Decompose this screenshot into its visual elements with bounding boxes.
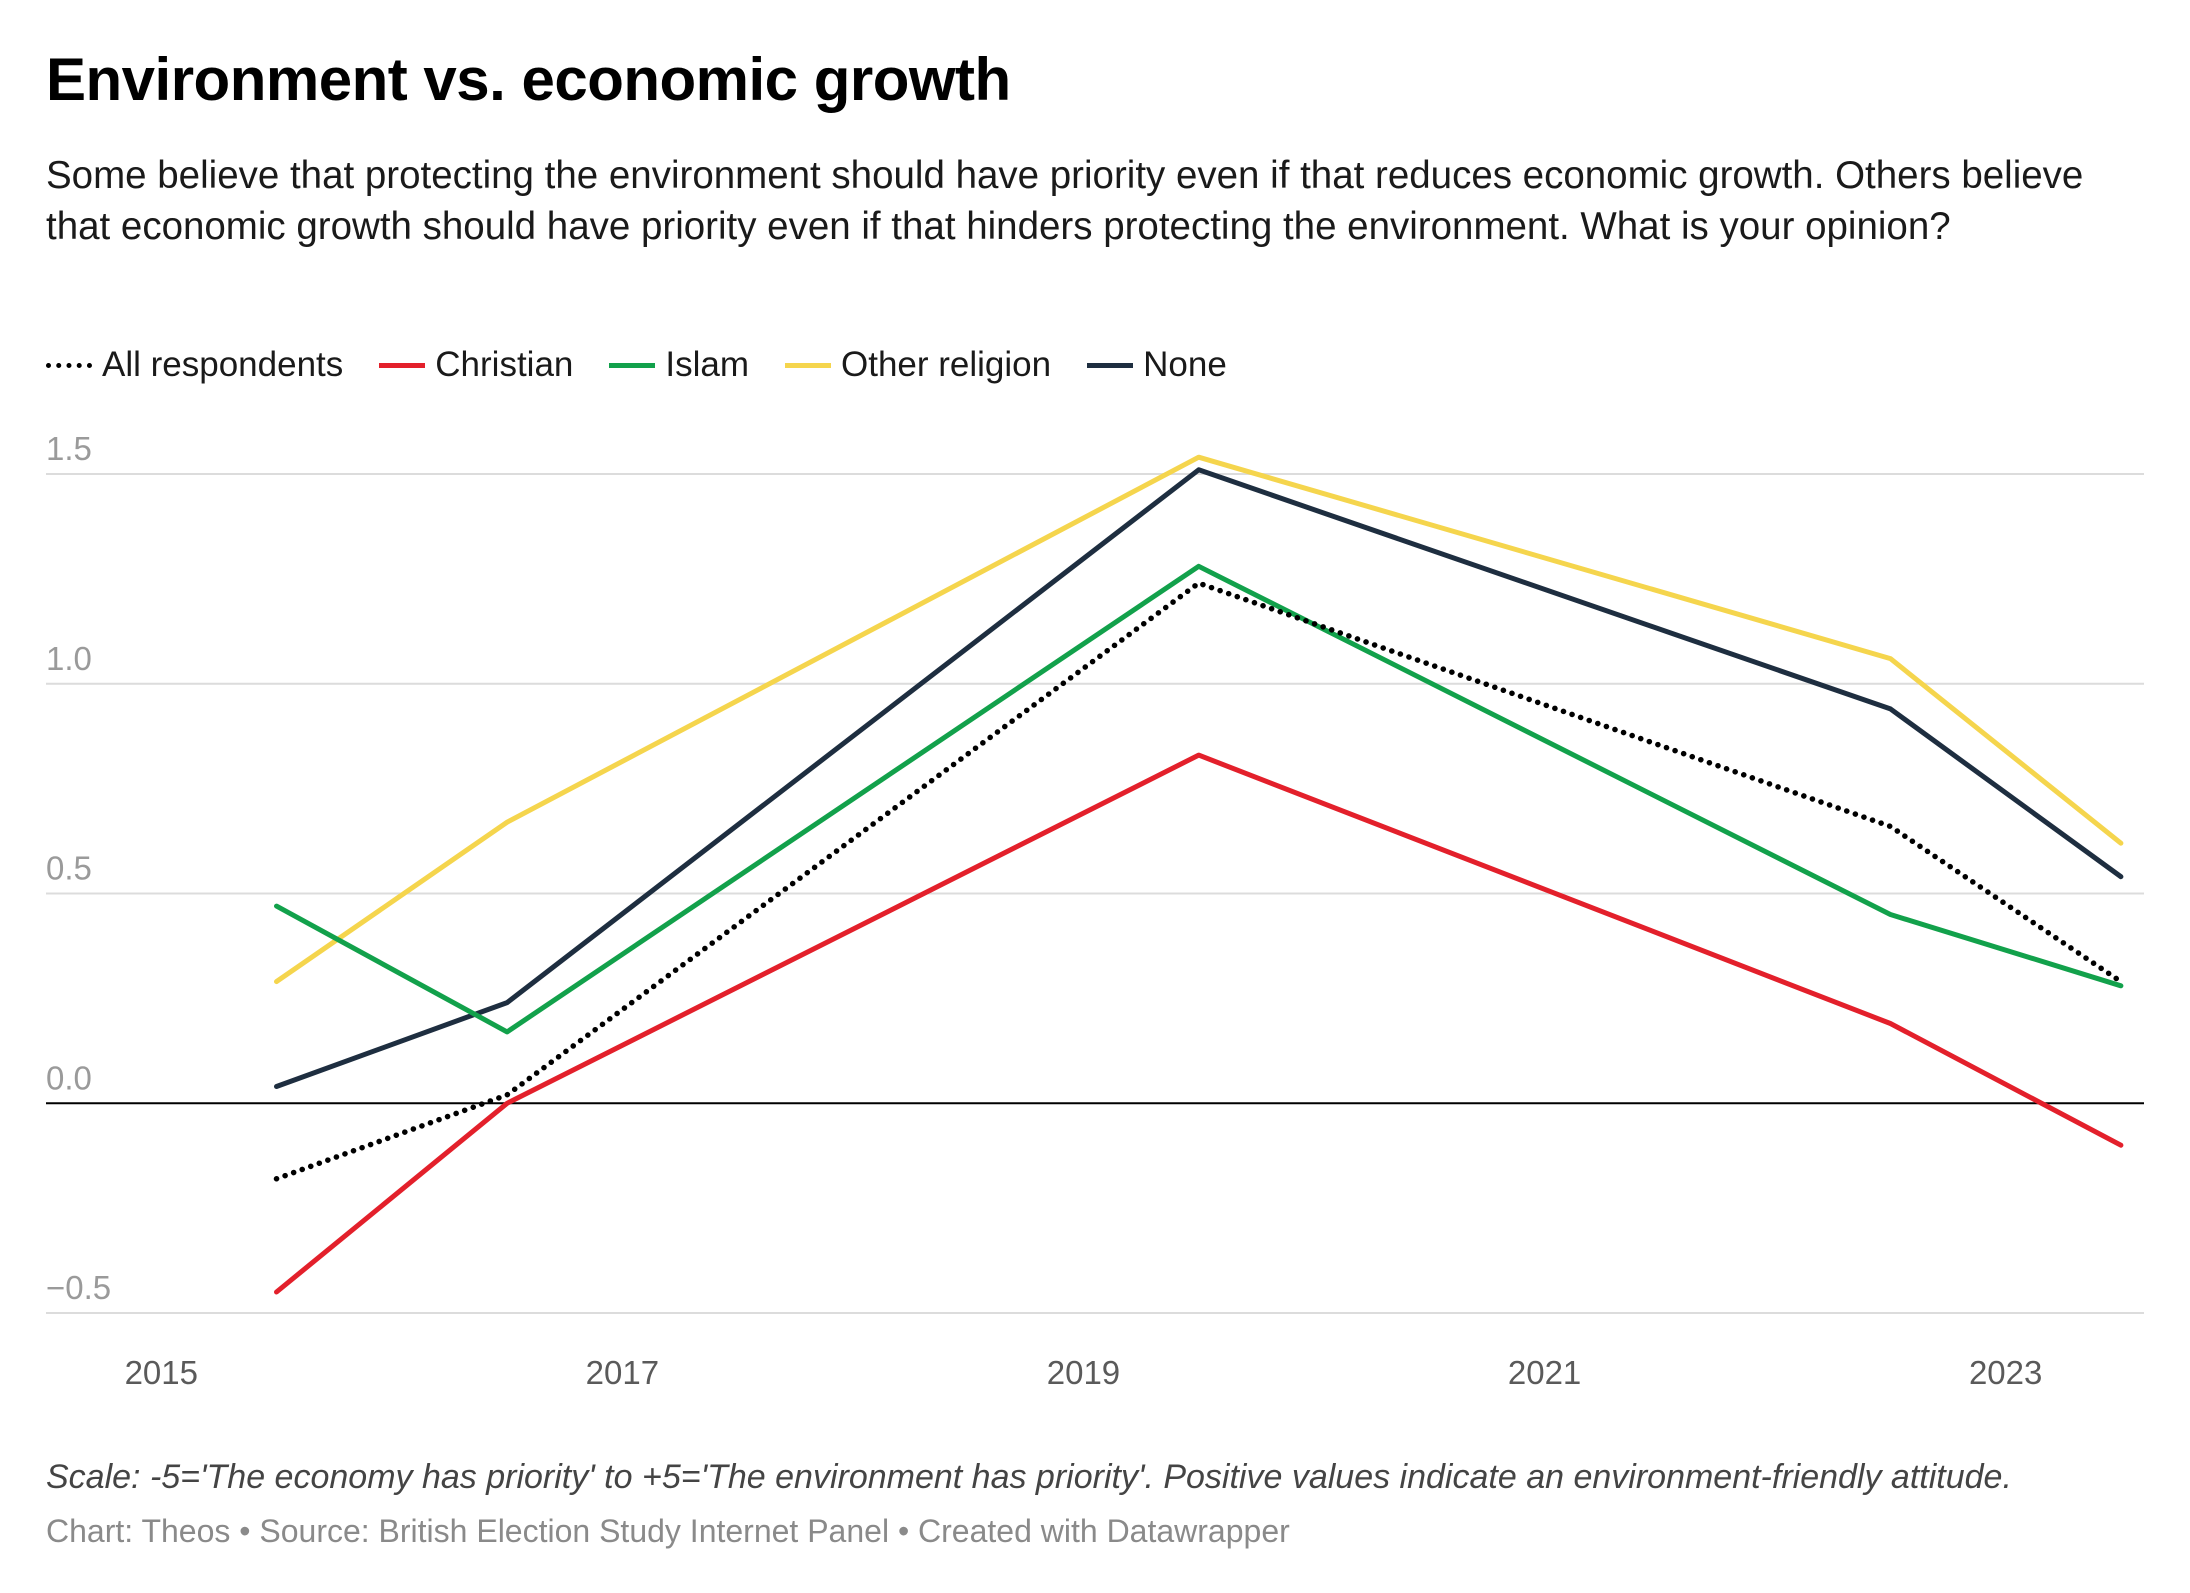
- legend-label: Christian: [435, 345, 574, 384]
- legend-swatch: [46, 362, 92, 368]
- chart-subtitle: Some believe that protecting the environ…: [46, 154, 2084, 248]
- legend-label: None: [1143, 345, 1227, 384]
- legend-label: Other religion: [841, 345, 1052, 384]
- credit-source: Source: British Election Study Internet …: [259, 1513, 890, 1549]
- legend-swatch: [785, 362, 831, 368]
- x-tick-label: 2017: [586, 1354, 659, 1391]
- legend-item-christian: Christian: [379, 345, 573, 385]
- x-tick-label: 2023: [1969, 1354, 2042, 1391]
- chart-title: Environment vs. economic growth: [46, 46, 1011, 113]
- legend-swatch: [609, 362, 656, 368]
- legend-item-all-respondents: All respondents: [46, 345, 343, 385]
- series-line-christian: [274, 752, 2124, 1295]
- credit-separator: •: [230, 1513, 260, 1549]
- x-tick-label: 2019: [1047, 1354, 1120, 1391]
- credit-chart-by: Chart: Theos: [46, 1513, 231, 1549]
- y-tick-label: 1.5: [46, 430, 92, 467]
- series-line-islam: [274, 563, 2124, 1035]
- legend: All respondents Christian Islam Other relig…: [46, 340, 1263, 390]
- legend-item-islam: Islam: [609, 345, 749, 385]
- legend-label: All respondents: [102, 345, 344, 384]
- legend-item-other-religion: Other religion: [785, 345, 1051, 385]
- legend-swatch: [379, 362, 426, 368]
- chart-note: Scale: -5='The economy has priority' to …: [46, 1458, 2012, 1496]
- y-tick-label: 1.0: [46, 640, 92, 677]
- credit-separator: •: [889, 1513, 919, 1549]
- line-chart: 1.5 1.0 0.5 0.0 −0.5 2015 2017 2019 2021 2023: [46, 430, 2144, 1391]
- series-line-none: [274, 467, 2124, 1089]
- x-tick-label: 2021: [1508, 1354, 1581, 1391]
- y-tick-label: 0.5: [46, 850, 92, 887]
- credit-created-with: Created with Datawrapper: [918, 1513, 1290, 1549]
- series-line-all-respondents: [273, 580, 2124, 1182]
- x-tick-label: 2015: [125, 1354, 198, 1391]
- y-tick-label: −0.5: [46, 1269, 111, 1306]
- y-tick-label: 0.0: [46, 1059, 92, 1096]
- legend-item-none: None: [1087, 345, 1227, 385]
- legend-swatch: [1087, 362, 1134, 368]
- series-line-other-religion: [274, 454, 2124, 985]
- chart-credit: Chart: Theos • Source: British Election …: [46, 1510, 1290, 1552]
- legend-label: Islam: [665, 345, 749, 384]
